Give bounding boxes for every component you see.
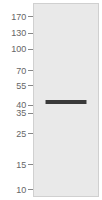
svg-text:15: 15 (16, 160, 26, 170)
svg-text:10: 10 (16, 185, 26, 195)
svg-text:100: 100 (11, 44, 26, 54)
svg-text:55: 55 (16, 81, 26, 91)
svg-text:40: 40 (16, 100, 26, 110)
svg-text:25: 25 (16, 129, 26, 139)
svg-text:70: 70 (16, 66, 26, 76)
svg-text:170: 170 (11, 12, 26, 22)
svg-text:130: 130 (11, 28, 26, 38)
svg-text:35: 35 (16, 108, 26, 118)
